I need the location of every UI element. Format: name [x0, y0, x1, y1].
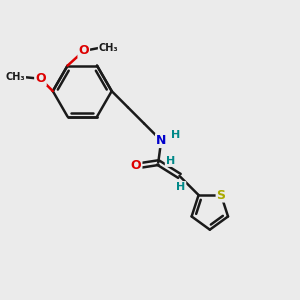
Text: O: O [78, 44, 89, 57]
Text: N: N [156, 134, 166, 147]
Text: O: O [35, 72, 46, 85]
Text: CH₃: CH₃ [6, 72, 25, 82]
Text: H: H [171, 130, 181, 140]
Text: H: H [176, 182, 185, 192]
Text: O: O [131, 159, 142, 172]
Text: H: H [166, 156, 175, 166]
Text: CH₃: CH₃ [99, 43, 118, 53]
Text: S: S [217, 188, 226, 202]
